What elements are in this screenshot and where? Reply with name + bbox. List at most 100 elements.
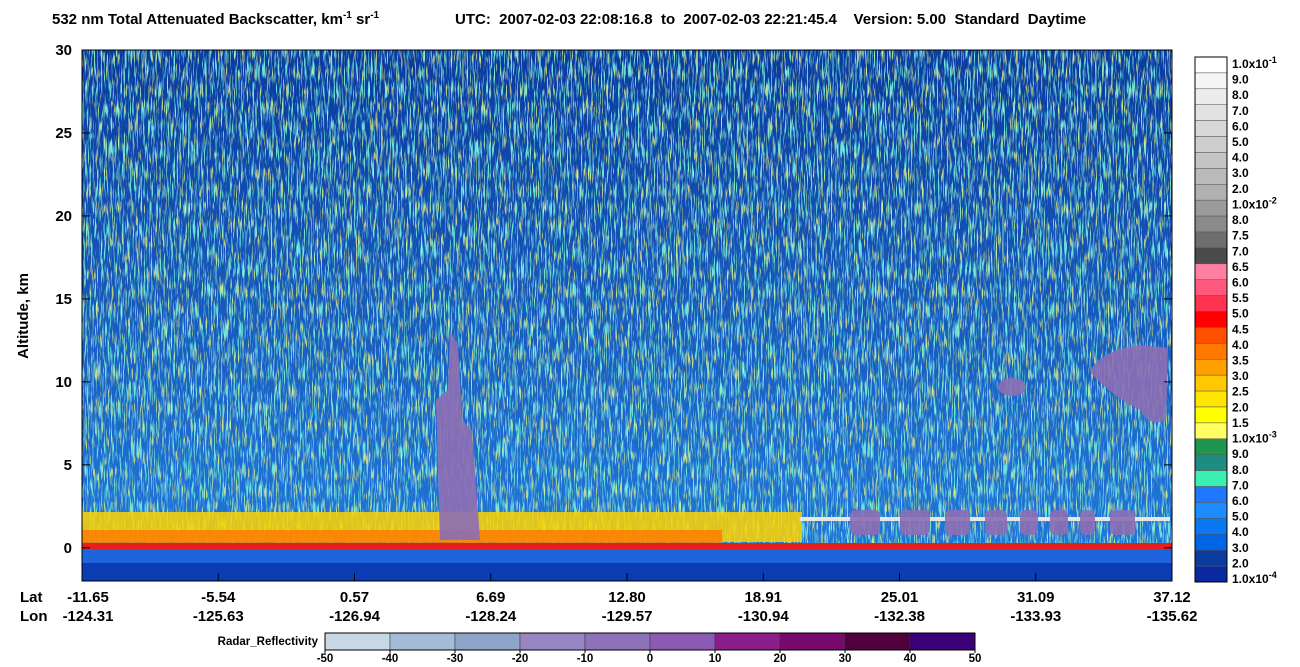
radar-swatch <box>389 632 456 651</box>
y-tick-label: 25 <box>55 125 72 142</box>
radar-tick-label: 30 <box>839 653 852 665</box>
colorbar-swatch <box>1194 279 1228 296</box>
radar-tick-label: 10 <box>709 653 722 665</box>
radar-tick-label: 40 <box>904 653 917 665</box>
radar-swatch <box>324 632 391 651</box>
colorbar-label-exp: -3 <box>1269 430 1277 440</box>
radar-cloud <box>1020 510 1038 535</box>
lat-label: 31.09 <box>1017 589 1055 606</box>
colorbar-swatch <box>1194 104 1228 121</box>
radar-swatch <box>779 632 846 651</box>
lat-title: Lat <box>20 589 43 606</box>
colorbar-swatch <box>1194 136 1228 153</box>
colorbar-label: 4.5 <box>1232 322 1249 336</box>
radar-cloud <box>985 510 1007 535</box>
lon-label: -130.94 <box>738 608 790 625</box>
colorbar-swatch <box>1194 184 1228 201</box>
colorbar-swatch <box>1194 502 1228 519</box>
lon-label: -133.93 <box>1010 608 1061 625</box>
radar-cloud <box>1050 510 1068 535</box>
colorbar-label: 9.0 <box>1232 447 1249 461</box>
chart-title: 532 nm Total Attenuated Backscatter, km -… <box>52 10 380 28</box>
colorbar-label: 1.0x10-2 <box>1232 195 1277 211</box>
colorbar-label: 2.0 <box>1232 400 1249 414</box>
colorbar-label: 4.0 <box>1232 151 1249 165</box>
radar-tick-label: -30 <box>447 653 464 665</box>
colorbar-label: 4.0 <box>1232 525 1249 539</box>
radar-tick-label: -50 <box>317 653 334 665</box>
lon-label: -129.57 <box>602 608 653 625</box>
colorbar-swatch <box>1194 534 1228 551</box>
chart-subtitle: UTC: 2007-02-03 22:08:16.8 to 2007-02-03… <box>455 11 1086 28</box>
colorbar-swatch <box>1194 120 1228 137</box>
lat-label: 0.57 <box>340 589 369 606</box>
colorbar-label: 5.5 <box>1232 291 1249 305</box>
radar-cloud <box>1090 345 1168 423</box>
colorbar-label: 3.0 <box>1232 166 1249 180</box>
colorbar-label: 3.5 <box>1232 354 1249 368</box>
y-tick-label: 20 <box>55 208 72 225</box>
lon-label: -135.62 <box>1147 608 1198 625</box>
colorbar-label: 2.0 <box>1232 182 1249 196</box>
colorbar-swatch <box>1194 88 1228 105</box>
colorbar-label-base: 1.0x10 <box>1232 57 1269 71</box>
lon-label: -128.24 <box>465 608 517 625</box>
colorbar-swatch <box>1194 215 1228 233</box>
lat-label: 12.80 <box>608 589 646 606</box>
colorbar-label-exp: -2 <box>1269 195 1277 205</box>
colorbar-label: 5.0 <box>1232 510 1249 524</box>
colorbar-swatch <box>1194 438 1228 455</box>
title-text: sr <box>352 11 371 28</box>
colorbar-label: 9.0 <box>1232 73 1249 87</box>
colorbar-swatch <box>1194 247 1228 265</box>
y-axis-title: Altitude, km <box>15 273 32 359</box>
radar-cloud <box>1110 510 1135 535</box>
y-tick-label: 5 <box>64 457 72 474</box>
colorbar-label: 7.5 <box>1232 229 1249 243</box>
colorbar-swatch <box>1194 72 1228 90</box>
colorbar-swatch <box>1194 263 1228 280</box>
colorbar-swatch <box>1194 231 1228 249</box>
y-tick-label: 0 <box>64 540 72 557</box>
y-tick-label: 30 <box>55 42 72 59</box>
lat-label: -5.54 <box>201 589 236 606</box>
colorbar-label: 7.0 <box>1232 244 1249 258</box>
colorbar-swatch <box>1194 311 1228 328</box>
colorbar-label: 8.0 <box>1232 213 1249 227</box>
colorbar-label: 2.5 <box>1232 385 1249 399</box>
surface-return <box>82 543 1172 549</box>
colorbar-swatch <box>1194 454 1228 471</box>
radar-tick-label: 50 <box>969 653 982 665</box>
subsurface <box>82 549 1172 563</box>
colorbar-swatch <box>1194 374 1228 392</box>
radar-swatch <box>909 632 976 651</box>
colorbar-label-base: 1.0x10 <box>1232 572 1269 586</box>
radar-tick-label: -40 <box>382 653 399 665</box>
radar-swatch <box>519 632 586 651</box>
plot-area <box>82 50 1172 581</box>
aerosol-layer <box>82 530 722 544</box>
colorbar-swatch <box>1194 327 1228 344</box>
colorbar-swatch <box>1194 295 1228 312</box>
radar-swatch <box>584 632 651 651</box>
colorbar-label: 1.0x10-4 <box>1232 570 1277 586</box>
colorbar-label: 7.0 <box>1232 478 1249 492</box>
radar-cloud <box>850 510 880 535</box>
colorbar-label: 5.0 <box>1232 307 1249 321</box>
colorbar-label: 1.5 <box>1232 416 1249 430</box>
radar-swatch <box>649 632 716 651</box>
colorbar-label: 1.0x10-3 <box>1232 430 1277 446</box>
colorbar-swatch <box>1194 343 1228 360</box>
colorbar-label: 3.0 <box>1232 369 1249 383</box>
colorbar-label: 6.0 <box>1232 275 1249 289</box>
title-sup: -1 <box>370 10 379 21</box>
colorbar-frame <box>1194 56 1228 583</box>
colorbar-swatch <box>1194 549 1228 567</box>
lon-label: -125.63 <box>193 608 244 625</box>
lat-label: 25.01 <box>881 589 919 606</box>
colorbar-swatch <box>1194 565 1228 583</box>
colorbar-label-exp: -4 <box>1269 570 1277 580</box>
lat-label: 18.91 <box>744 589 782 606</box>
y-tick-label: 10 <box>55 374 72 391</box>
title-text: 532 nm Total Attenuated Backscatter, km <box>52 11 343 28</box>
